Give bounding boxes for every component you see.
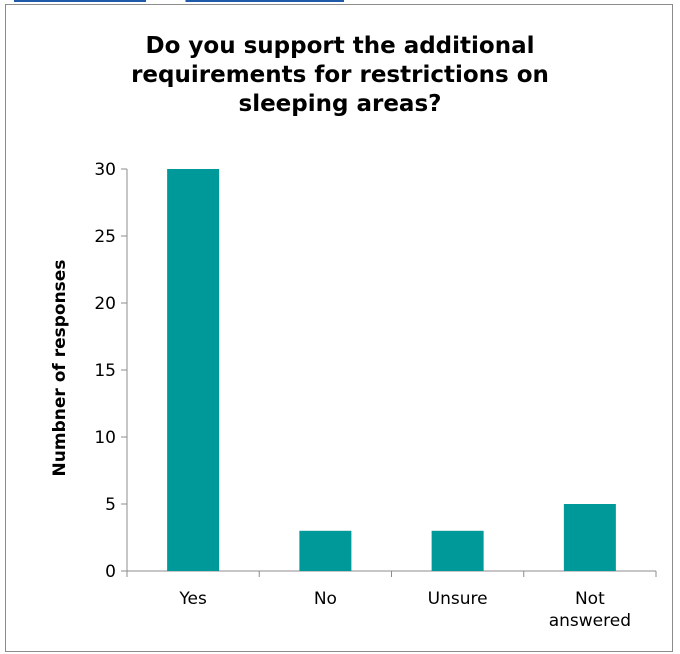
bar [431,530,484,571]
cropped-heading-text [14,0,344,2]
x-tick-label: Unsure [428,589,488,609]
bar [167,169,220,571]
y-tick-label: 15 [94,361,116,381]
top-strip [0,0,680,6]
y-tick-label: 20 [94,294,116,314]
x-tick-label: No [314,589,337,609]
y-tick-label: 5 [105,495,116,515]
y-tick-label: 30 [94,160,116,180]
bar [299,530,352,571]
y-tick-label: 0 [105,562,116,582]
bar [563,504,616,571]
chart-title: Do you support the additional requiremen… [131,33,549,117]
ticks: 0 5 10 15 20 25 30 Yes No Unsure Not answered [94,160,657,631]
bars [167,169,616,571]
y-tick-label: 25 [94,227,116,247]
x-tick-label: Not answered [549,589,631,631]
x-tick-label: Yes [178,589,207,609]
y-tick-label: 10 [94,428,116,448]
